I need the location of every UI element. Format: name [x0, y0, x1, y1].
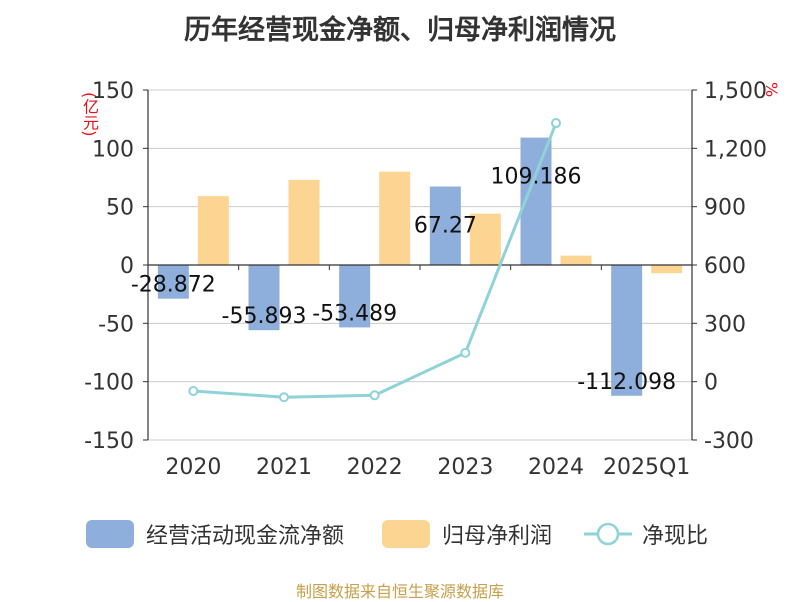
- line-point: [279, 392, 289, 403]
- data-label: 109.186: [491, 165, 582, 190]
- data-source: 制图数据来自恒生聚源数据库: [295, 582, 504, 601]
- bar-cash-flow: [157, 265, 189, 299]
- left-tick-label: -100: [84, 371, 134, 396]
- x-tick-label: 2025Q1: [603, 455, 690, 480]
- legend-swatch-net-profit: [382, 520, 430, 548]
- data-label: -112.098: [577, 370, 676, 395]
- x-tick-label: 2024: [528, 455, 584, 480]
- left-tick-label: 0: [120, 254, 134, 279]
- bar-cash-flow: [248, 265, 280, 331]
- left-tick-label: 150: [92, 79, 134, 104]
- right-tick-label: 0: [704, 371, 718, 396]
- x-tick-label: 2022: [347, 455, 403, 480]
- bar-net-profit: [379, 171, 411, 265]
- left-axis-unit: (亿元): [80, 92, 99, 137]
- bar-net-profit: [560, 255, 592, 265]
- x-tick-label: 2020: [165, 455, 221, 480]
- data-label: 67.27: [414, 214, 477, 239]
- data-label: -55.893: [222, 304, 307, 329]
- data-label: -28.872: [131, 273, 216, 298]
- bar-cash-flow: [339, 265, 371, 328]
- chart-title: 历年经营现金净额、归母净利润情况: [184, 15, 616, 46]
- x-tick-label: 2023: [437, 455, 493, 480]
- left-tick-label: 100: [92, 137, 134, 162]
- legend-swatch-cash-flow: [86, 520, 134, 548]
- bar-net-profit: [469, 213, 501, 265]
- bar-net-profit: [651, 265, 683, 274]
- line-point: [460, 347, 471, 358]
- legend-label: 经营活动现金流净额: [146, 524, 344, 549]
- right-tick-label: 600: [704, 254, 746, 279]
- right-tick-label: 300: [704, 312, 746, 337]
- line-point: [369, 390, 380, 401]
- right-axis-unit: %: [762, 82, 781, 98]
- legend-marker-net-cash-ratio: [596, 522, 620, 546]
- right-tick-label: 1,500: [704, 79, 767, 104]
- legend-label: 归母净利润: [442, 524, 552, 549]
- data-label: -53.489: [312, 301, 397, 326]
- bar-cash-flow: [429, 186, 461, 265]
- bar-cash-flow: [611, 265, 643, 396]
- left-tick-label: -50: [98, 312, 134, 337]
- left-tick-label: -150: [84, 429, 134, 454]
- bar-net-profit: [288, 179, 320, 265]
- left-tick-label: 50: [106, 196, 134, 221]
- bar-net-profit: [197, 196, 229, 265]
- right-tick-label: -300: [704, 429, 754, 454]
- line-point: [188, 386, 199, 396]
- line-point: [551, 118, 561, 129]
- right-tick-label: 1,200: [704, 137, 767, 162]
- legend-label: 净现比: [642, 524, 708, 549]
- right-tick-label: 900: [704, 196, 746, 221]
- x-tick-label: 2021: [256, 455, 312, 480]
